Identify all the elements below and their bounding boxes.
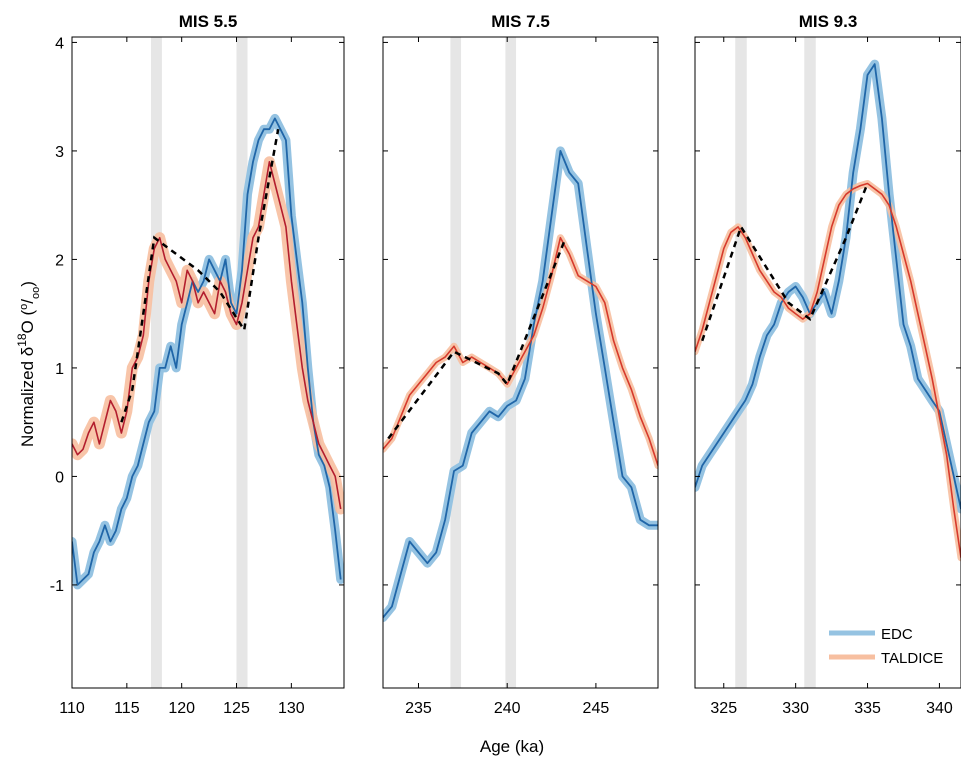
axes-frame [71,36,345,689]
legend-taldice-label: TALDICE [881,650,943,667]
plot-area [695,37,961,688]
x-axis-label: Age (ka) [480,737,544,756]
x-tick-label: 110 [59,700,85,717]
y-tick-label: 3 [55,144,64,161]
edc-line [695,63,961,510]
y-axis-label-suffix: O ( [18,309,37,333]
y-axis-label-unit-slash: / [18,299,37,304]
shaded-band-2 [505,37,517,688]
y-tick-label: -1 [50,578,64,595]
panels: 110 115 120 125 130 -1 0 1 2 3 4 MIS 5.5 235 240 245 MI… [50,12,961,717]
panel-title: MIS 5.5 [179,12,238,31]
x-tick-label: 125 [223,700,250,717]
edc-band [695,59,961,514]
x-tick-label: 120 [168,700,195,717]
panel-1: 110 115 120 125 130 -1 0 1 2 3 4 MIS 5.5 [50,12,345,717]
axes-frame [382,36,659,689]
taldice-line [695,182,961,558]
edc-band [383,146,658,622]
taldice-band [72,156,344,515]
y-tick-label: 2 [55,252,64,269]
x-tick-label: 330 [782,700,809,717]
x-tick-label: 325 [710,700,737,717]
x-tick-label: 335 [854,700,881,717]
legend-edc-label: EDC [881,626,913,643]
edc-line [72,117,342,586]
panel-2: 235 240 245 MIS 7.5 [382,12,659,717]
y-axis-label-prefix: Normalized δ [18,347,37,447]
y-axis-label: Normalized δ18O (o/oo) [15,281,42,447]
panel-title: MIS 7.5 [491,12,550,31]
y-axis-label-unit-sub: oo [30,287,42,299]
y-axis-label-close: ) [18,281,37,287]
x-tick-label: 130 [278,700,305,717]
x-tick-label: 340 [926,700,953,717]
x-tick-label: 235 [405,700,432,717]
axes-frame [694,36,961,689]
legend: EDC TALDICE [829,626,943,667]
piecewise-fit-line [120,128,280,423]
edc-line [383,149,658,619]
taldice-line [72,161,342,510]
shaded-band-1 [150,37,162,688]
y-tick-label: 1 [55,361,64,378]
shaded-band-2 [804,37,816,688]
plot-area [383,37,658,688]
y-axis-label-sup: 18 [15,333,29,347]
x-tick-label: 245 [583,700,610,717]
shaded-band-1 [735,37,747,688]
x-tick-label: 115 [114,700,140,717]
panel-3: 325 330 335 340 MIS 9.3 [694,12,961,717]
y-tick-label: 4 [55,35,64,52]
shaded-band-2 [236,37,248,688]
y-tick-label: 0 [55,469,64,486]
panel-title: MIS 9.3 [799,12,858,31]
y-axis-label-unit-sup: o [18,304,30,310]
taldice-line [383,236,658,466]
x-tick-label: 240 [494,700,521,717]
shaded-band-1 [450,37,462,688]
piecewise-fit-line [701,183,869,342]
plot-area [72,37,344,688]
piecewise-fit-line [387,237,567,440]
